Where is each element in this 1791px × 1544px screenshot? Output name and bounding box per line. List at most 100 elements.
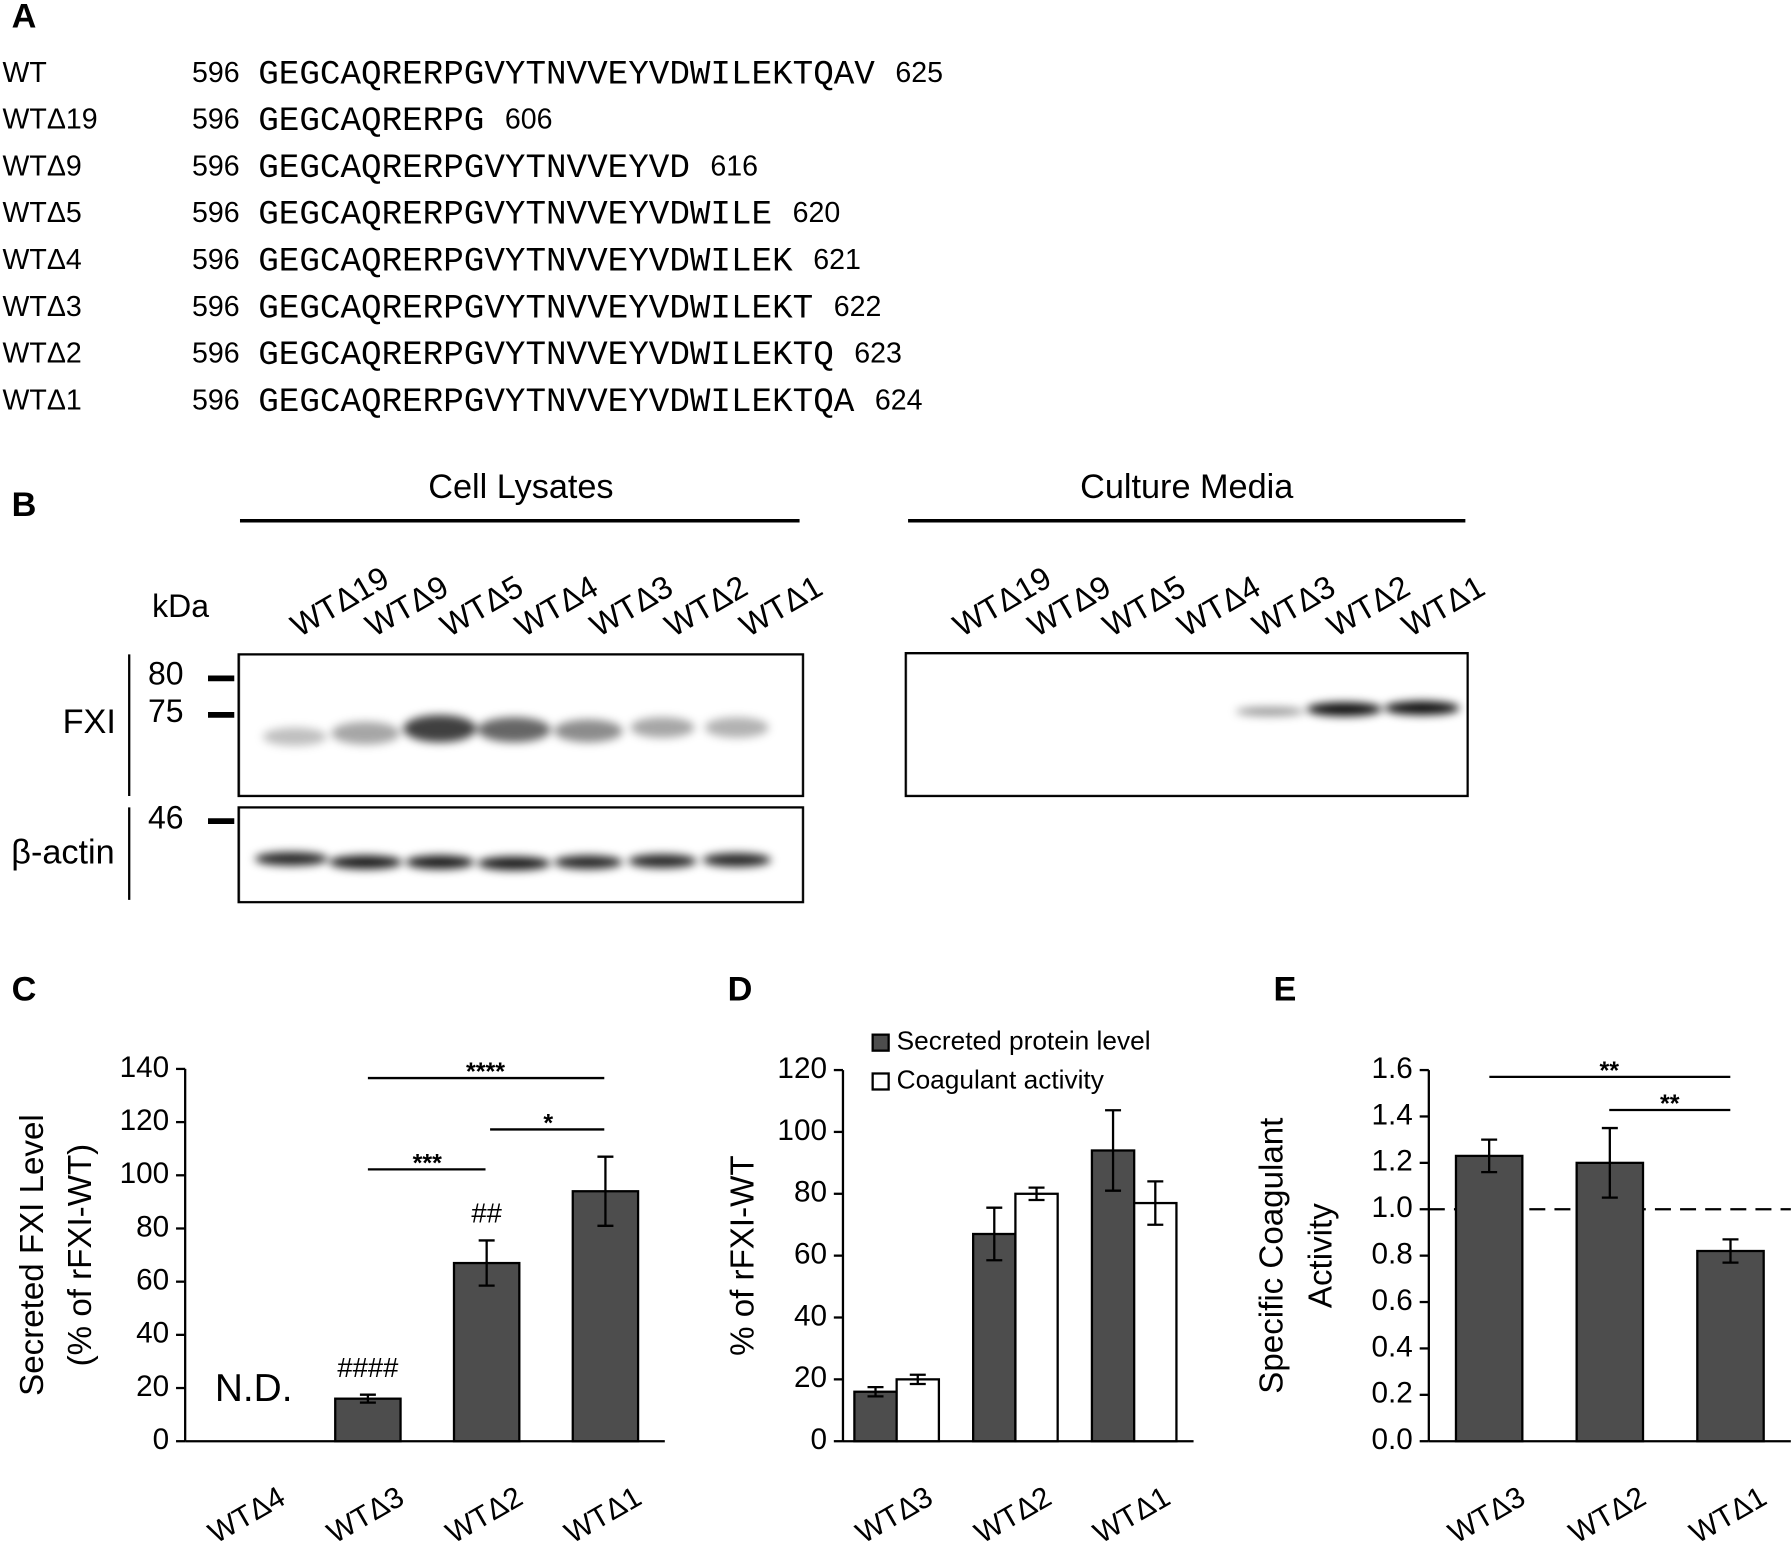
error-bar	[867, 1385, 884, 1398]
end-residue: 625	[895, 57, 943, 89]
y-tick-label: 60	[136, 1264, 169, 1297]
error-bar	[597, 1155, 614, 1227]
bar	[1454, 1154, 1524, 1443]
blot-frame	[237, 806, 805, 904]
sequence: GEGCAQRERPGVYTNVVEYVDWILEKTQAV	[258, 55, 875, 94]
significance-label: **	[1599, 1057, 1619, 1085]
marker-label: 46	[148, 799, 184, 835]
x-tick-label: WTΔ3	[322, 1480, 410, 1544]
y-axis-label: Activity	[1302, 1203, 1339, 1308]
marker-label: 80	[148, 656, 184, 692]
y-tick-label: 0	[810, 1423, 827, 1456]
x-tick-label: WTΔ1	[559, 1480, 647, 1544]
blot-label: β-actin	[11, 833, 114, 871]
lane-label: WTΔ4	[1171, 568, 1266, 644]
lane-label: WTΔ4	[509, 568, 604, 644]
x-tick-label: WTΔ3	[850, 1480, 938, 1544]
bar	[1133, 1201, 1178, 1443]
x-tick-label: WTΔ2	[969, 1480, 1057, 1544]
y-tick-label: 0.8	[1372, 1237, 1413, 1270]
y-tick-label: 80	[136, 1210, 169, 1243]
marker-label: 75	[148, 693, 184, 729]
error-bar	[909, 1373, 926, 1386]
construct-name: WT	[2, 57, 46, 89]
error-bar	[1722, 1238, 1739, 1264]
sequence: GEGCAQRERPG	[258, 102, 484, 141]
group-label: Cell Lysates	[428, 468, 613, 506]
start-residue: 596	[192, 385, 240, 417]
start-residue: 596	[192, 338, 240, 370]
significance	[367, 1075, 1731, 1171]
panel-label: B	[12, 486, 37, 524]
start-residue: 596	[192, 244, 240, 276]
bar	[1575, 1161, 1645, 1443]
error-bar	[1481, 1138, 1498, 1174]
construct-name: WTΔ3	[2, 291, 81, 323]
end-residue: 623	[854, 338, 902, 370]
lane-label: WTΔ5	[1096, 568, 1191, 644]
panel-label: D	[728, 970, 753, 1008]
bar	[334, 1397, 402, 1443]
end-residue: 622	[834, 291, 882, 323]
bar	[1090, 1149, 1136, 1443]
lane-label: WTΔ3	[1246, 568, 1341, 644]
construct-name: WTΔ2	[2, 338, 81, 370]
value-note: ##	[471, 1198, 502, 1229]
error-bar	[1601, 1126, 1618, 1199]
x-tick-label: WTΔ2	[1564, 1480, 1652, 1544]
start-residue: 596	[192, 197, 240, 229]
error-bar	[1028, 1186, 1045, 1202]
end-residue: 620	[793, 197, 841, 229]
lane-label: WTΔ2	[659, 568, 754, 644]
bar	[972, 1232, 1017, 1443]
group-label: Culture Media	[1080, 468, 1294, 506]
start-residue: 596	[192, 104, 240, 136]
legend-swatch	[871, 1033, 890, 1052]
construct-name: WTΔ5	[2, 197, 81, 229]
y-tick-label: 0.0	[1372, 1423, 1413, 1456]
y-tick-label: 0.2	[1372, 1377, 1413, 1410]
y-tick-label: 80	[794, 1176, 827, 1209]
start-residue: 596	[192, 57, 240, 89]
construct-name: WTΔ4	[2, 244, 81, 276]
significance-label: ****	[466, 1058, 505, 1086]
start-residue: 596	[192, 150, 240, 182]
value-note: N.D.	[215, 1367, 293, 1410]
error-bar	[359, 1393, 376, 1404]
error-bar	[986, 1206, 1003, 1262]
error-bar	[1147, 1180, 1164, 1226]
bar	[1696, 1249, 1765, 1443]
y-axis-label: % of rFXI-WT	[725, 1155, 762, 1355]
blot-frame	[904, 652, 1469, 798]
construct-name: WTΔ19	[2, 104, 97, 136]
legend-label: Coagulant activity	[897, 1064, 1105, 1094]
sequence: GEGCAQRERPGVYTNVVEYVDWILEKT	[258, 289, 813, 328]
lane-label: WTΔ1	[1396, 568, 1491, 644]
sequence: GEGCAQRERPGVYTNVVEYVDWILEK	[258, 243, 793, 282]
panel-label: E	[1274, 970, 1297, 1008]
sequence: GEGCAQRERPGVYTNVVEYVDWILE	[258, 196, 772, 235]
lane-label: WTΔ5	[434, 568, 529, 644]
panel-label: A	[12, 0, 37, 35]
y-tick-label: 40	[136, 1317, 169, 1350]
legend-label: Secreted protein level	[897, 1026, 1151, 1056]
y-tick-label: 20	[136, 1370, 169, 1403]
x-tick-label: WTΔ2	[440, 1480, 528, 1544]
value-note: ####	[337, 1352, 399, 1383]
error-bar	[1105, 1109, 1122, 1192]
sequence: GEGCAQRERPGVYTNVVEYVD	[258, 149, 690, 188]
y-tick-label: 120	[777, 1052, 827, 1085]
significance-label: ***	[413, 1149, 443, 1177]
lane-label: WTΔ1	[733, 568, 828, 644]
kda-label: kDa	[152, 588, 209, 624]
y-axis-label: (% of rFXI-WT)	[62, 1144, 99, 1367]
y-tick-label: 0.4	[1372, 1330, 1413, 1363]
y-tick-label: 120	[120, 1104, 170, 1137]
panel-b: Cell Lysates Culture Media kDa 80 75 46 …	[11, 468, 1491, 904]
y-tick-label: 1.2	[1372, 1145, 1413, 1178]
panel-a: WT 596 GEGCAQRERPGVYTNVVEYVDWILEKTQAV 625 WT…	[2, 55, 943, 422]
bands	[254, 701, 1460, 871]
y-axis-label: Specific Coagulant	[1253, 1118, 1290, 1394]
start-residue: 596	[192, 291, 240, 323]
